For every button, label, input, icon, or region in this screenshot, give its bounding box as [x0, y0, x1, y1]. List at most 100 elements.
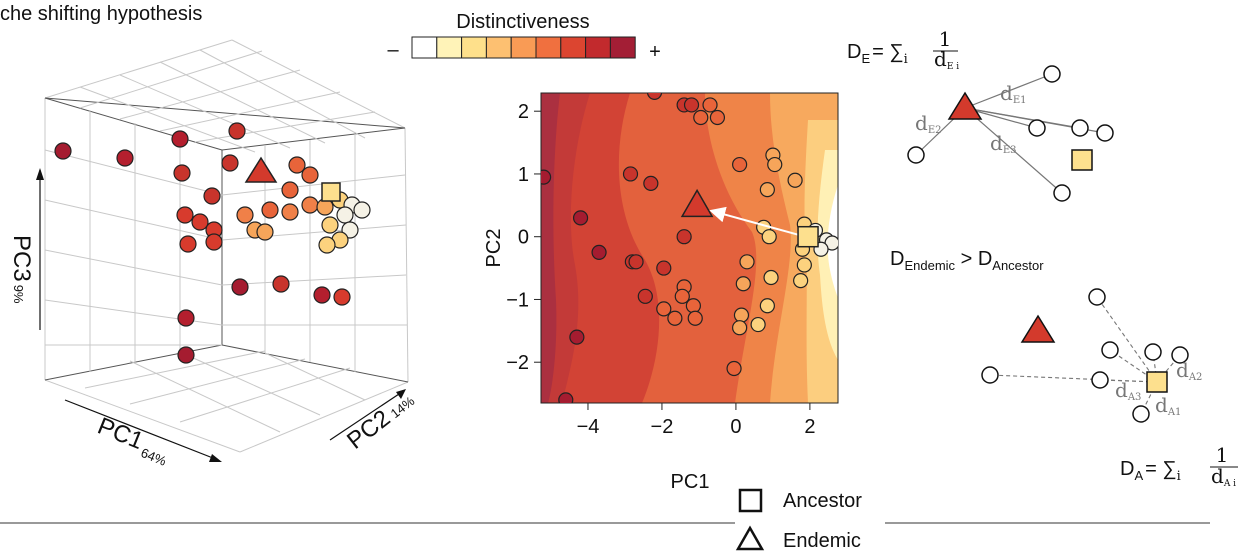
y-axis-label: PC2	[483, 229, 505, 268]
point	[759, 182, 775, 198]
distance-label: dE2	[915, 111, 941, 136]
point	[793, 273, 809, 289]
point-3d	[171, 130, 189, 148]
scatter-plot: −4 −2 0 2 2 1 0 −1 −2	[506, 93, 838, 438]
palette-swatch	[485, 36, 512, 59]
point	[622, 166, 639, 182]
point-3d	[205, 233, 223, 251]
plot-frame	[540, 92, 839, 404]
point	[685, 298, 701, 314]
pc1-arrow	[64, 399, 219, 461]
palette-swatch	[510, 36, 537, 59]
formula-a-den: dA i	[1211, 464, 1236, 489]
endemic	[680, 188, 714, 218]
point	[763, 269, 779, 286]
x-tick-label: 0	[730, 416, 741, 438]
legend-ancestor-icon	[738, 488, 763, 513]
distance-label: dE1	[1000, 81, 1026, 106]
point-3d	[54, 142, 72, 160]
legend-plus: +	[649, 41, 661, 63]
distance-label: dE3	[990, 131, 1016, 156]
y-tick-label: −2	[506, 352, 529, 374]
point	[702, 97, 718, 113]
point	[735, 276, 751, 292]
point	[643, 175, 659, 191]
point	[591, 244, 607, 260]
pc2-arrow	[329, 391, 403, 441]
endemic-3d	[244, 156, 278, 183]
point-3d	[281, 203, 299, 221]
point-3d	[256, 223, 274, 241]
point	[541, 169, 552, 185]
point-3d	[301, 166, 319, 184]
pc2-label: PC214%	[342, 386, 419, 455]
distance-label: dA3	[1115, 378, 1141, 403]
pc3-arrowhead	[36, 168, 44, 180]
distance-label: dA2	[1176, 358, 1202, 383]
palette-swatch	[411, 36, 438, 59]
point-3d	[353, 201, 371, 219]
y-tick-label: −1	[506, 289, 529, 311]
point-3d	[177, 346, 195, 364]
point-3d	[333, 288, 351, 306]
formula-a: DA = ∑i	[1120, 458, 1181, 484]
x-tick-label: −4	[577, 416, 600, 438]
point	[687, 310, 703, 326]
palette	[411, 36, 636, 59]
point-3d	[321, 216, 339, 234]
point	[739, 254, 755, 270]
comparison: DEndemic > DAncestor	[890, 248, 1044, 273]
point	[709, 109, 726, 126]
legend-title: Distinctiveness	[456, 11, 589, 33]
point	[667, 310, 683, 326]
point-3d	[336, 206, 354, 224]
pc3-label: PC39%	[8, 235, 35, 304]
point	[676, 229, 692, 245]
point-3d	[236, 206, 254, 224]
point-3d	[301, 196, 319, 214]
point-3d	[173, 164, 191, 182]
formula-a-num: 1	[1216, 443, 1229, 467]
palette-swatch	[585, 36, 611, 59]
point	[637, 288, 653, 304]
point-3d	[318, 236, 336, 254]
point	[759, 298, 775, 314]
legend-ancestor: Ancestor	[783, 490, 862, 512]
point	[693, 109, 709, 126]
point	[683, 97, 700, 113]
legend-endemic-icon	[735, 525, 765, 551]
point	[646, 93, 663, 100]
shift-arrow	[709, 206, 799, 236]
palette-swatch	[535, 36, 562, 59]
y-tick-label: 2	[518, 101, 529, 123]
point	[750, 316, 766, 333]
point	[732, 320, 748, 336]
point	[761, 229, 777, 245]
formula-e: DE = ∑i	[847, 41, 908, 67]
x-tick-label: 2	[804, 416, 815, 438]
x-axis-label: PC1	[671, 471, 710, 493]
point-3d	[116, 149, 134, 167]
formula-e-num: 1	[939, 27, 952, 51]
endemic-icon	[1020, 314, 1056, 343]
point-3d	[221, 154, 239, 172]
formula-e-den: dE i	[934, 47, 959, 72]
point	[628, 254, 644, 270]
point-3d	[191, 213, 209, 231]
palette-swatch	[609, 36, 636, 59]
endemic-icon	[947, 91, 983, 120]
3d-points	[54, 122, 371, 364]
point	[732, 156, 748, 173]
point	[787, 172, 803, 188]
point	[656, 260, 672, 276]
point-3d	[177, 309, 195, 327]
point	[656, 301, 672, 317]
point	[569, 329, 585, 345]
legend-endemic: Endemic	[783, 530, 861, 552]
ancestor-icon	[1071, 149, 1093, 171]
contour-background	[541, 93, 838, 403]
legend-minus: –	[387, 39, 399, 61]
point	[733, 307, 750, 323]
point-3d	[281, 181, 299, 199]
